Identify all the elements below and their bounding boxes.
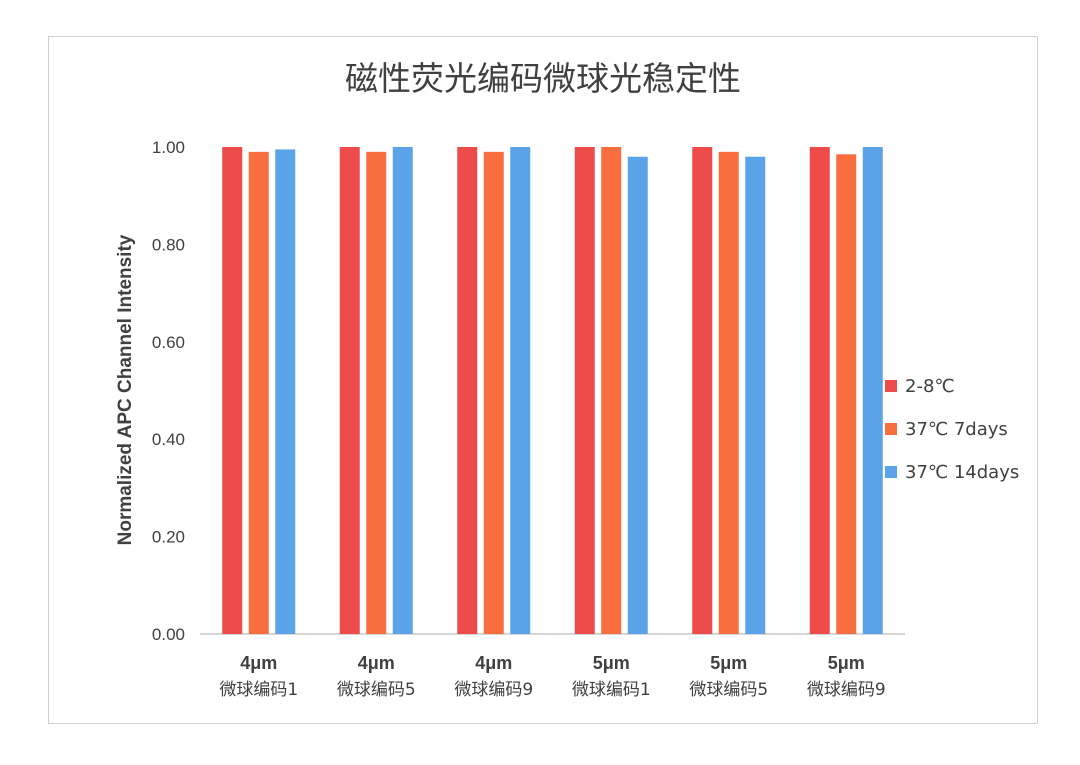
y-tick-label: 1.00 xyxy=(152,138,185,157)
bar xyxy=(366,151,387,634)
bar xyxy=(862,147,883,634)
y-tick-label: 0.20 xyxy=(152,528,185,547)
bar xyxy=(809,147,830,634)
bar xyxy=(574,147,595,634)
legend-swatch xyxy=(885,423,897,435)
legend-label: 2-8℃ xyxy=(905,375,955,397)
bar xyxy=(627,156,648,635)
bar xyxy=(510,147,531,634)
bar xyxy=(222,147,243,634)
legend-swatch xyxy=(885,380,897,392)
bar xyxy=(483,151,504,634)
x-tick-label: 5μm xyxy=(593,653,630,673)
x-tick-label: 微球编码1 xyxy=(572,680,651,700)
chart-title: 磁性荧光编码微球光稳定性 xyxy=(345,59,741,98)
x-tick-label: 微球编码9 xyxy=(454,680,533,700)
x-tick-label: 4μm xyxy=(358,653,395,673)
bar xyxy=(457,147,478,634)
y-tick-label: 0.60 xyxy=(152,333,185,352)
x-tick-label: 5μm xyxy=(828,653,865,673)
bar xyxy=(339,147,360,634)
legend-item-2-8c: 2-8℃ xyxy=(885,372,1019,400)
legend-label: 37℃ 14days xyxy=(905,461,1020,483)
legend-item-37c-7days: 37℃ 7days xyxy=(885,415,1019,443)
x-tick-label: 微球编码5 xyxy=(337,680,416,700)
x-tick-label: 微球编码5 xyxy=(689,680,768,700)
legend-swatch xyxy=(885,466,897,478)
bar xyxy=(745,156,766,635)
bar xyxy=(692,147,713,634)
x-tick-label: 微球编码9 xyxy=(807,680,886,700)
y-tick-label: 0.80 xyxy=(152,235,185,254)
bar xyxy=(392,147,413,634)
y-tick-label: 0.40 xyxy=(152,430,185,449)
bar xyxy=(601,147,622,634)
x-tick-label: 4μm xyxy=(475,653,512,673)
y-tick-label: 0.00 xyxy=(152,625,185,644)
bar xyxy=(836,154,857,634)
bar xyxy=(275,149,296,634)
x-tick-label: 微球编码1 xyxy=(219,680,298,700)
bar xyxy=(248,151,269,634)
legend-item-37c-14days: 37℃ 14days xyxy=(885,458,1019,486)
legend: 2-8℃ 37℃ 7days 37℃ 14days xyxy=(885,372,1019,501)
bar xyxy=(718,151,739,634)
legend-label: 37℃ 7days xyxy=(905,418,1008,440)
x-tick-label: 5μm xyxy=(710,653,747,673)
x-tick-label: 4μm xyxy=(240,653,277,673)
